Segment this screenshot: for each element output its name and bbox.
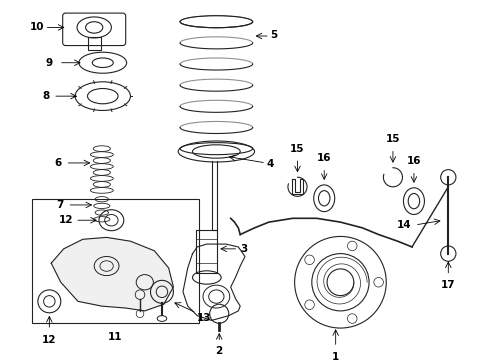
- Text: 11: 11: [108, 332, 122, 342]
- Text: 2: 2: [216, 346, 223, 356]
- Text: 10: 10: [30, 22, 44, 32]
- Text: 6: 6: [54, 158, 62, 168]
- Text: 15: 15: [290, 144, 305, 154]
- Text: 16: 16: [317, 153, 331, 163]
- Bar: [196, 230, 218, 273]
- Text: 12: 12: [58, 215, 73, 225]
- Text: 8: 8: [42, 91, 49, 101]
- Text: 13: 13: [196, 312, 211, 323]
- Text: 14: 14: [397, 220, 412, 230]
- Text: 5: 5: [270, 30, 277, 40]
- Bar: [88, 37, 101, 50]
- Bar: [32, 199, 199, 323]
- Text: 7: 7: [56, 200, 64, 210]
- Text: 9: 9: [46, 58, 53, 68]
- Text: 17: 17: [441, 280, 456, 290]
- Polygon shape: [51, 237, 173, 311]
- Text: 3: 3: [241, 244, 247, 254]
- Text: 12: 12: [42, 334, 56, 345]
- Text: 4: 4: [266, 159, 273, 169]
- Text: 15: 15: [386, 134, 400, 144]
- Text: 16: 16: [407, 156, 421, 166]
- Text: 1: 1: [332, 352, 339, 360]
